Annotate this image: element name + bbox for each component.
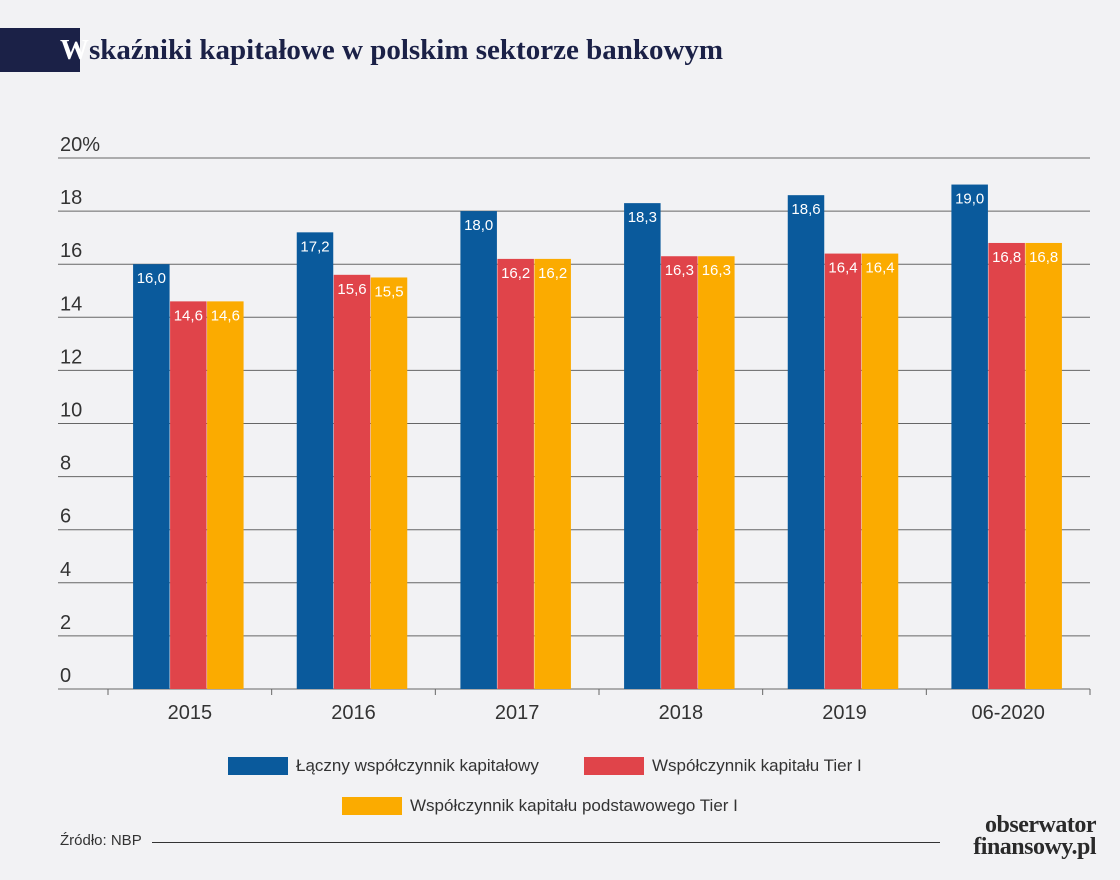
bar-value-label: 18,6: [791, 201, 820, 218]
legend-item-tier1: Współczynnik kapitału Tier I: [584, 756, 862, 776]
y-tick-label: 4: [60, 559, 71, 581]
bar-value-label: 15,6: [337, 281, 366, 298]
bar: [861, 253, 899, 689]
y-tick-label: 10: [60, 400, 82, 422]
bar: [333, 274, 371, 689]
x-tick-label: 2016: [331, 702, 376, 724]
legend-swatch-cet1: [342, 797, 402, 815]
bar-value-label: 18,3: [628, 209, 657, 226]
y-tick-label: 20%: [60, 134, 100, 156]
y-tick-label: 18: [60, 187, 82, 209]
bar-value-label: 16,8: [992, 249, 1021, 266]
bar: [787, 195, 825, 690]
bar: [624, 203, 661, 689]
bar-value-label: 14,6: [174, 307, 203, 324]
bar-value-label: 16,2: [501, 265, 530, 282]
bar-value-label: 17,2: [300, 238, 329, 255]
title-first-letter: W: [60, 34, 89, 66]
bar: [698, 256, 735, 689]
bar: [296, 232, 334, 689]
legend-swatch-tier1: [584, 757, 644, 775]
bar-value-label: 19,0: [955, 191, 984, 208]
source-note: Źródło: NBP: [60, 832, 142, 849]
bar-value-label: 14,6: [211, 307, 240, 324]
chart-title: Wskaźniki kapitałowe w polskim sektorze …: [60, 30, 723, 70]
bar: [824, 253, 862, 689]
logo-line-2: finansowy.pl: [973, 834, 1096, 860]
source-divider: [152, 842, 940, 843]
bar-value-label: 16,3: [702, 262, 731, 279]
x-tick-label: 2019: [822, 702, 867, 724]
bar: [207, 301, 244, 689]
bar: [133, 264, 170, 689]
y-tick-label: 16: [60, 240, 82, 262]
bar-value-label: 16,4: [865, 260, 894, 277]
bar-value-label: 16,2: [538, 265, 567, 282]
bar-value-label: 15,5: [374, 283, 403, 300]
y-tick-label: 6: [60, 506, 71, 528]
bar: [951, 184, 988, 690]
legend-item-cet1: Współczynnik kapitału podstawowego Tier …: [342, 796, 738, 816]
bar: [1025, 242, 1062, 689]
legend-item-total: Łączny współczynnik kapitałowy: [228, 756, 539, 776]
x-tick-label: 2017: [495, 702, 540, 724]
x-tick-label: 2018: [659, 702, 704, 724]
x-tick-label: 06-2020: [971, 702, 1044, 724]
y-tick-label: 12: [60, 346, 82, 368]
legend-label-tier1: Współczynnik kapitału Tier I: [652, 756, 862, 775]
bar: [170, 301, 207, 689]
y-tick-label: 14: [60, 293, 82, 315]
bar-value-label: 16,8: [1029, 249, 1058, 266]
brand-logo: obserwator finansowy.pl: [946, 812, 1096, 860]
x-tick-label: 2015: [168, 702, 213, 724]
bar: [661, 256, 698, 689]
bar: [497, 258, 534, 689]
bar: [460, 211, 497, 689]
bar: [988, 242, 1025, 689]
legend-label-cet1: Współczynnik kapitału podstawowego Tier …: [410, 796, 738, 815]
legend-label-total: Łączny współczynnik kapitałowy: [296, 756, 539, 775]
y-tick-label: 0: [60, 665, 71, 687]
y-tick-label: 2: [60, 612, 71, 634]
logo-line-1: obserwator: [985, 812, 1096, 838]
bar-value-label: 16,3: [665, 262, 694, 279]
title-text: skaźniki kapitałowe w polskim sektorze b…: [89, 34, 724, 66]
bar-value-label: 16,0: [137, 270, 166, 287]
title-accent-bar: [0, 28, 80, 72]
bar: [534, 258, 571, 689]
legend-swatch-total: [228, 757, 288, 775]
bar: [370, 277, 408, 689]
bar-value-label: 16,4: [828, 260, 857, 277]
bar-value-label: 18,0: [464, 217, 493, 234]
y-tick-label: 8: [60, 453, 71, 475]
